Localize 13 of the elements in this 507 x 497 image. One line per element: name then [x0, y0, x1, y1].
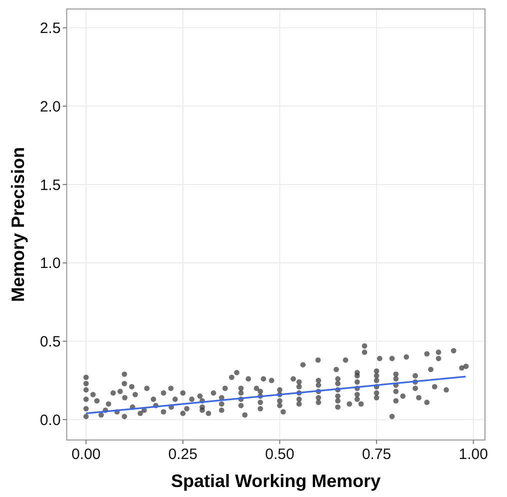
y-tick-label: 1.0	[40, 255, 61, 272]
y-tick-label: 0.5	[40, 334, 61, 351]
y-tick-label: 0.0	[40, 412, 61, 429]
y-axis-title: Memory Precision	[8, 146, 28, 302]
x-tick-label: 0.00	[71, 446, 101, 463]
y-tick-label: 2.0	[40, 98, 61, 116]
y-tick-label: 1.5	[40, 176, 61, 194]
x-tick-label: 0.25	[168, 446, 198, 463]
x-tick-label: 1.00	[458, 446, 488, 463]
x-tick-label: 0.75	[362, 446, 392, 463]
y-tick-label: 2.5	[40, 20, 61, 38]
x-axis-title: Spatial Working Memory	[170, 471, 381, 491]
x-tick-label: 0.50	[265, 446, 294, 463]
